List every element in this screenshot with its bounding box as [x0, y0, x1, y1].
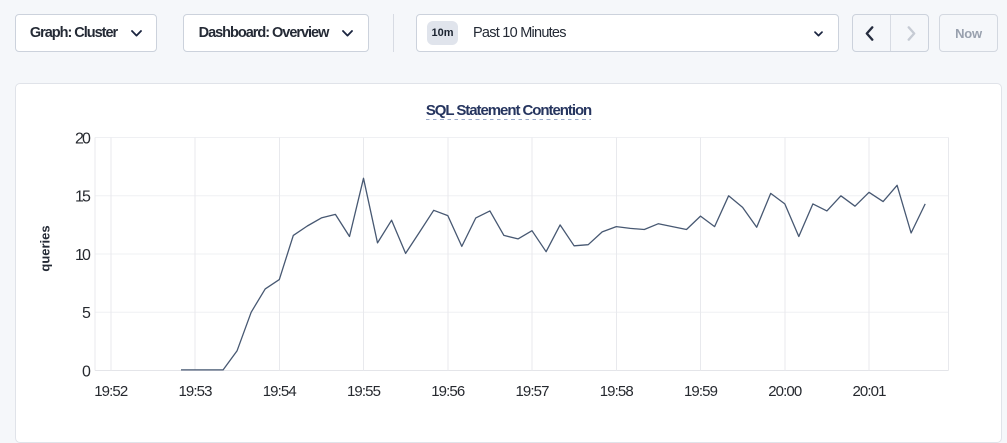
svg-text:20:01: 20:01: [852, 383, 886, 400]
svg-text:15: 15: [75, 189, 91, 206]
svg-text:19:56: 19:56: [431, 383, 465, 400]
svg-text:20: 20: [75, 130, 91, 147]
svg-text:10: 10: [75, 247, 91, 264]
svg-text:queries: queries: [38, 225, 53, 271]
svg-text:19:59: 19:59: [684, 383, 718, 400]
svg-text:19:53: 19:53: [178, 383, 212, 400]
svg-text:19:57: 19:57: [515, 383, 549, 400]
svg-text:5: 5: [82, 305, 91, 322]
svg-text:0: 0: [82, 363, 91, 380]
svg-text:19:58: 19:58: [600, 383, 634, 400]
svg-text:20:00: 20:00: [768, 383, 802, 400]
svg-text:19:54: 19:54: [263, 383, 297, 400]
svg-text:19:52: 19:52: [94, 383, 128, 400]
svg-text:19:55: 19:55: [347, 383, 381, 400]
